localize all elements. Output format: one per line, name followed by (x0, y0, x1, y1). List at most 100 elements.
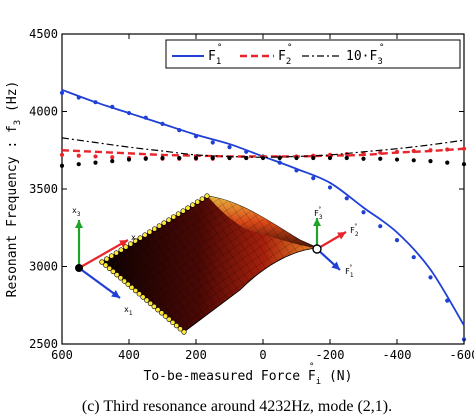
boundary-dot (151, 303, 157, 310)
legend-sup-f2: ° (287, 43, 292, 53)
boundary-dot (204, 193, 210, 199)
series-line-F3_model (61, 137, 465, 158)
x-tick-label: 600 (51, 348, 73, 362)
boundary-dot (140, 294, 146, 300)
data-point-F2_measured (110, 155, 115, 160)
data-point-F1_measured (160, 121, 165, 126)
f2-force-arrow-head (337, 232, 346, 240)
inset-axis-label: F2 (350, 226, 359, 238)
x-tick-label: 400 (118, 348, 140, 362)
boundary-dot (162, 313, 168, 319)
boundary-dot (166, 316, 172, 322)
data-point-F3_measured (461, 162, 467, 167)
data-point-F3_measured (445, 160, 450, 165)
y-tick-label: 3500 (29, 182, 58, 196)
data-point-F3_measured (294, 155, 299, 161)
data-point-F2_measured (394, 149, 400, 154)
boundary-dot (104, 256, 110, 262)
inset-axis-sup: ° (354, 223, 358, 230)
y-tick-label: 3000 (29, 260, 58, 274)
boundary-dot (129, 284, 135, 291)
inset-axis-label: F3 (314, 209, 323, 221)
data-point-F3_measured (210, 155, 215, 161)
data-point-F1_measured (277, 160, 282, 165)
data-point-F3_measured (277, 155, 282, 161)
inset-axis-label: x3 (72, 206, 81, 218)
boundary-dot (185, 205, 191, 211)
plot-area (61, 33, 465, 345)
x2-axis-arrow-head (119, 240, 128, 248)
origin-dot (75, 264, 83, 272)
boundary-dot (170, 319, 176, 326)
data-point-F3_measured (428, 159, 433, 164)
x2-axis-arrow (78, 239, 129, 269)
boundary-dot (194, 199, 201, 205)
boundary-dot (156, 223, 162, 229)
data-point-F1_measured (378, 224, 383, 229)
data-point-F2_measured (428, 148, 433, 153)
data-point-F3_measured (93, 160, 98, 165)
boundary-dot (181, 329, 187, 335)
legend-box (165, 39, 461, 69)
boundary-dot (137, 235, 143, 241)
x-tick-label: 200 (185, 348, 207, 362)
data-point-F1_measured (344, 196, 349, 201)
x-tick-label: -400 (383, 348, 412, 362)
data-point-F3_measured (260, 155, 266, 161)
data-point-F2_measured (327, 152, 333, 157)
data-point-F1_measured (193, 134, 199, 139)
inset-axis-label: F1 (345, 267, 354, 279)
data-point-F1_measured (361, 210, 366, 215)
data-point-F3_measured (160, 155, 165, 161)
data-point-F1_measured (394, 238, 400, 243)
boundary-dot (170, 214, 177, 220)
boundary-dot (161, 220, 167, 226)
boundary-dot (177, 326, 183, 332)
x-axis-label: To-be-measured Force Fi (N) (144, 369, 353, 387)
boundary-dot (147, 229, 153, 235)
x-tick-label: -600 (450, 348, 474, 362)
data-point-F2_measured (445, 147, 450, 152)
legend-label-f1: F1 (208, 49, 221, 67)
data-point-F3_measured (193, 155, 199, 161)
data-point-F1_measured (210, 140, 215, 145)
data-point-F3_measured (143, 156, 148, 161)
boundary-dot (118, 247, 124, 253)
y-axis-label-sub: 3 (13, 120, 23, 125)
inset-axis-label: x2 (131, 233, 140, 245)
legend-label-f3: 10·F3 (346, 49, 383, 67)
y-axis-label-unit: (Hz) (5, 81, 20, 120)
data-point-F3_measured (76, 162, 81, 167)
y-axis-label-main: Resonant Frequency : f (5, 125, 20, 297)
boundary-dot (128, 241, 134, 247)
data-point-F3_measured (227, 155, 232, 161)
ticks-layer: 600 400 200 0 -200 -400 -600 2500 3000 3500 4000 45… (29, 27, 474, 362)
x-tick-label: -200 (316, 348, 345, 362)
x-tick-label: 0 (259, 348, 266, 362)
boundary-dot (155, 307, 161, 313)
data-point-F1_measured (177, 128, 182, 133)
force-point (312, 244, 322, 254)
x-axis-label-main: To-be-measured Force F (144, 369, 316, 384)
data-point-F1_measured (76, 95, 81, 100)
boundary-dot (147, 300, 154, 306)
boundary-dot (159, 310, 165, 316)
data-point-F2_measured (59, 152, 65, 157)
data-point-F1_measured (311, 176, 316, 181)
data-point-F1_measured (59, 90, 65, 95)
series-layer (59, 88, 467, 342)
data-point-F3_measured (126, 157, 132, 162)
boundary-dot (110, 268, 116, 275)
boundary-dot (173, 323, 180, 329)
boundary-dot (99, 259, 105, 265)
y-tick-label: 4500 (29, 27, 58, 41)
f1-force-arrow-head (331, 261, 340, 270)
figure-caption: (c) Third resonance around 4232Hz, mode … (81, 398, 393, 415)
y-axis-label: Resonant Frequency : f3 (Hz) (5, 81, 23, 298)
data-point-F3_measured (177, 155, 182, 161)
boundary-dot (175, 211, 181, 217)
data-point-F2_measured (93, 154, 98, 159)
data-point-F3_measured (59, 163, 65, 168)
boundary-dot (114, 272, 120, 278)
data-point-F2_measured (461, 146, 467, 151)
